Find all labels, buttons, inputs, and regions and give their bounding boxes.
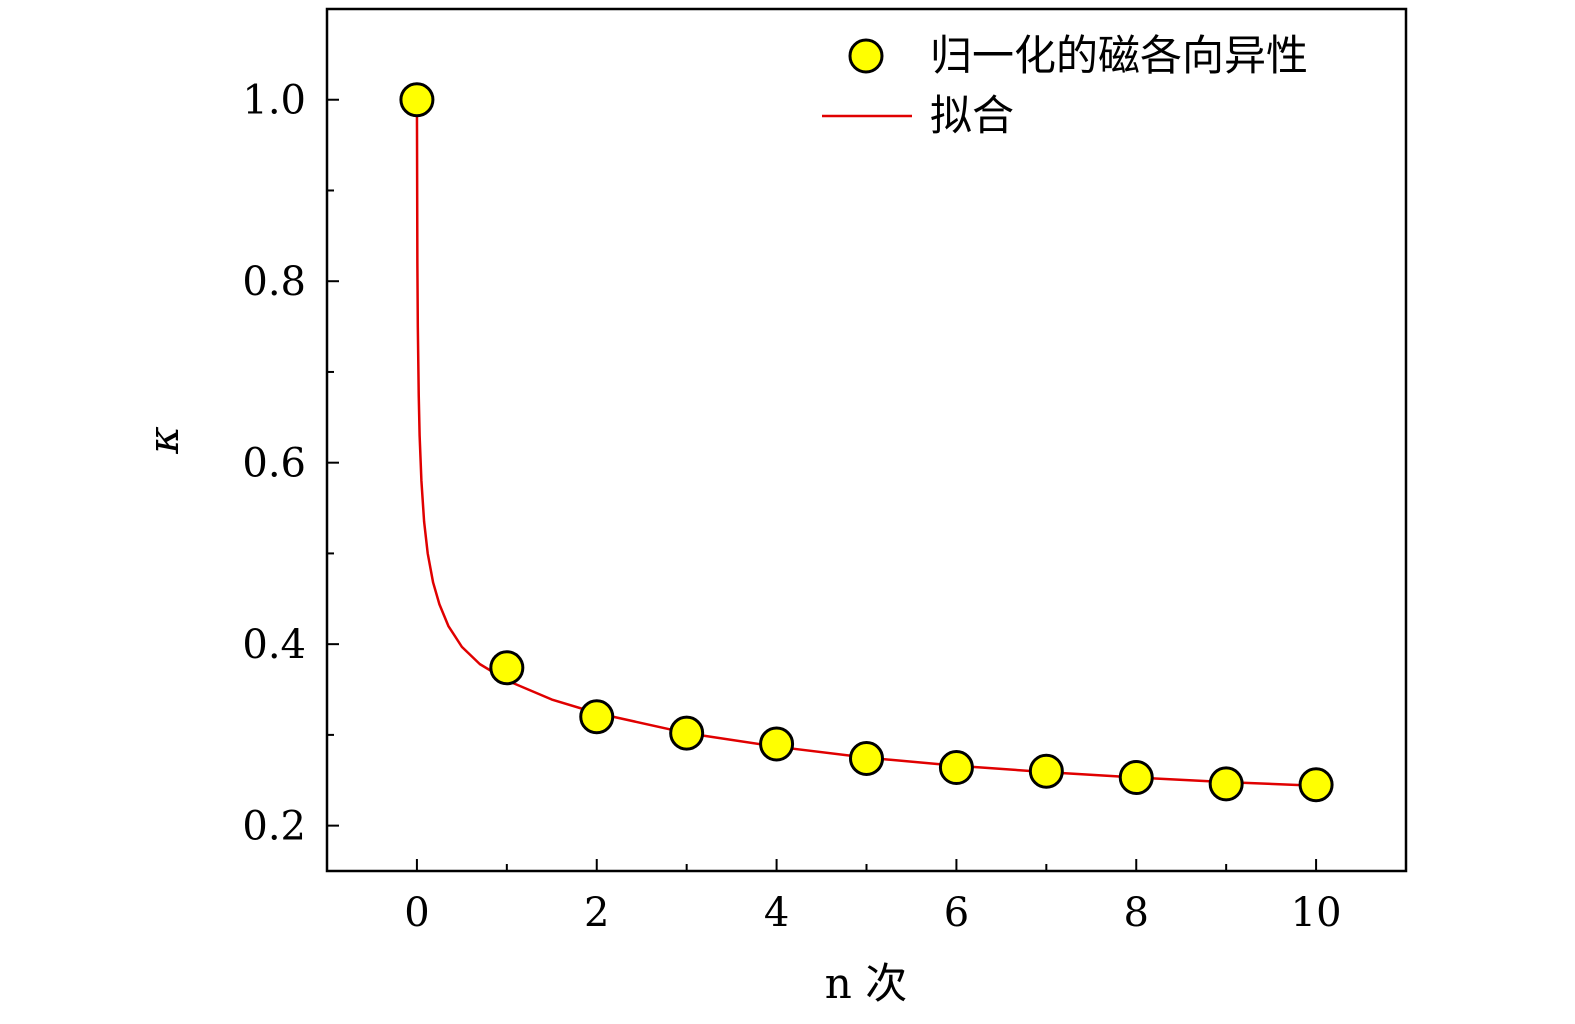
legend-label-scatter: 归一化的磁各向异性 <box>930 31 1308 80</box>
data-point <box>1298 767 1334 803</box>
x-tick-label: 10 <box>1291 890 1342 936</box>
data-point <box>669 715 705 751</box>
data-point <box>1208 766 1244 802</box>
points-layer <box>399 82 1334 803</box>
data-point <box>938 750 974 786</box>
data-point <box>579 699 615 735</box>
y-tick-label: 0.8 <box>242 259 306 305</box>
x-axis-title: n 次 <box>825 959 907 1008</box>
data-point <box>759 726 795 762</box>
data-point <box>1118 760 1154 796</box>
x-tick-label: 8 <box>1124 890 1149 936</box>
x-tick-label: 0 <box>404 890 429 936</box>
data-point <box>1028 753 1064 789</box>
data-point <box>489 650 525 686</box>
legend-marker-scatter <box>848 38 884 74</box>
y-axis-title: κ <box>139 426 188 455</box>
fit-layer <box>415 99 1317 787</box>
data-point <box>399 82 435 118</box>
y-tick-label: 0.6 <box>242 441 306 487</box>
x-tick-label: 4 <box>764 890 789 936</box>
fit-line <box>415 99 1317 787</box>
legend-label-fit: 拟合 <box>930 91 1014 140</box>
ticks-layer <box>327 98 1318 871</box>
x-tick-label: 2 <box>584 890 609 936</box>
data-point <box>849 740 884 776</box>
legend: 归一化的磁各向异性 拟合 <box>822 31 1308 140</box>
y-tick-label: 1.0 <box>242 78 306 124</box>
y-tick-label: 0.2 <box>242 804 306 850</box>
y-tick-label: 0.4 <box>242 622 306 668</box>
tick-labels: 0 2 4 6 8 10 0.2 0.4 0.6 0.8 1.0 <box>242 78 1341 936</box>
x-tick-label: 6 <box>944 890 969 936</box>
